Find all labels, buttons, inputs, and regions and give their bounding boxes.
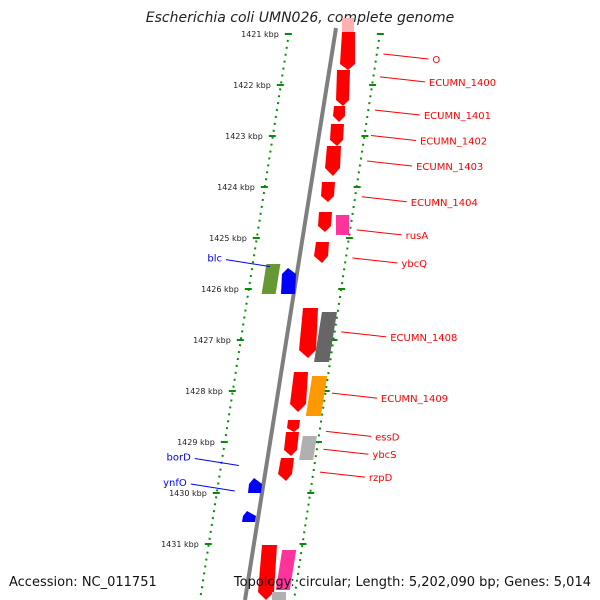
- gene-label-leader: [383, 53, 429, 60]
- gene-label[interactable]: essD: [375, 432, 400, 443]
- gene-feature-olive[interactable]: [261, 264, 281, 294]
- gene-label-leader: [352, 257, 398, 264]
- scale-tick-label: 1429 kbp: [177, 438, 215, 447]
- gene-label[interactable]: rusA: [406, 231, 429, 242]
- gene-label[interactable]: ECUMN_1400: [429, 78, 496, 89]
- scale-tick-label: 1421 kbp: [241, 30, 279, 39]
- gene-label[interactable]: blc: [207, 254, 222, 265]
- gene-feature-ECUMN_1401[interactable]: [333, 106, 345, 122]
- gene-feature-gray[interactable]: [314, 312, 337, 362]
- gene-label[interactable]: ECUMN_1409: [381, 394, 448, 405]
- gene-label-leader: [319, 471, 365, 478]
- gene-label[interactable]: rzpD: [369, 473, 393, 484]
- gene-feature-blc[interactable]: [281, 268, 296, 294]
- scale-tick-label: 1427 kbp: [193, 336, 231, 345]
- gene-label[interactable]: ECUMN_1403: [416, 162, 483, 173]
- gene-label-leader: [370, 135, 417, 142]
- gene-label-leader: [225, 259, 271, 268]
- gene-feature-ECUMN_1403[interactable]: [325, 146, 341, 176]
- gene-label[interactable]: ynfO: [163, 478, 187, 489]
- gene-label-leader: [326, 430, 372, 437]
- gene-label[interactable]: ECUMN_1404: [411, 198, 478, 209]
- gene-feature-essD[interactable]: [287, 420, 300, 432]
- gene-label[interactable]: borD: [167, 453, 192, 464]
- gene-label[interactable]: ECUMN_1401: [424, 111, 491, 122]
- gene-label-leader: [341, 331, 387, 338]
- scale-tick-label: 1425 kbp: [209, 234, 247, 243]
- gene-feature-ynfO[interactable]: [242, 511, 256, 522]
- gene-feature-ECUMN_1400[interactable]: [336, 70, 350, 106]
- accession-text: Accession: NC_011751: [9, 575, 157, 590]
- gene-label[interactable]: ECUMN_1402: [420, 137, 487, 148]
- scale-tick-label: 1426 kbp: [201, 285, 239, 294]
- gene-label-leader: [323, 448, 369, 455]
- gene-feature-bottom-red[interactable]: [258, 545, 277, 600]
- scale-tick-label: 1428 kbp: [185, 387, 223, 396]
- gene-feature-ECUMN_1408[interactable]: [299, 308, 318, 358]
- gene-feature-rusA[interactable]: [318, 212, 332, 232]
- scale-ticks: 1421 kbp 1422 kbp 1423 kbp 1424 kbp 1425 kbp…: [161, 30, 384, 549]
- gene-label-leader: [367, 160, 413, 167]
- gene-label-leader: [194, 458, 239, 466]
- gene-label-leader: [374, 109, 420, 116]
- gene-label[interactable]: O: [432, 55, 440, 66]
- gene-label-leader: [361, 196, 407, 203]
- right-tick-track: [293, 32, 381, 600]
- gene-feature-ECUMN_1402[interactable]: [330, 124, 344, 146]
- gene-label[interactable]: ECUMN_1408: [390, 333, 457, 344]
- scale-tick-label: 1431 kbp: [161, 540, 199, 549]
- scale-tick-label: 1423 kbp: [225, 132, 263, 141]
- scale-tick-label: 1424 kbp: [217, 183, 255, 192]
- gene-feature-ECUMN_1404[interactable]: [321, 182, 335, 202]
- gene-feature-light-gray[interactable]: [299, 436, 317, 460]
- gene-labels: O ECUMN_1400 ECUMN_1401 ECUMN_1402 ECUMN_140…: [163, 53, 496, 492]
- gene-feature-borD[interactable]: [248, 478, 262, 493]
- gene-feature-rzpD[interactable]: [278, 458, 294, 481]
- gene-label[interactable]: ybcS: [372, 450, 396, 461]
- gene-feature-ybcS[interactable]: [284, 432, 299, 456]
- genome-backbone: [243, 27, 338, 600]
- gene-feature-pink[interactable]: [336, 215, 349, 235]
- map-title: Escherichia coli UMN026, complete genome: [145, 10, 455, 26]
- gene-features[interactable]: [242, 32, 355, 600]
- genome-summary-text: Topology: circular; Length: 5,202,090 bp…: [233, 575, 591, 590]
- gene-feature-bottom-gray[interactable]: [272, 592, 286, 600]
- gene-label-leader: [379, 76, 425, 83]
- gene-label-leader: [331, 392, 377, 399]
- scale-tick-label: 1430 kbp: [169, 489, 207, 498]
- gene-feature-bottom-pink[interactable]: [275, 550, 297, 590]
- gene-label-leader: [356, 229, 402, 236]
- gene-feature-orange[interactable]: [305, 376, 328, 416]
- gene-feature-O[interactable]: [340, 32, 355, 70]
- gene-feature-ybcQ[interactable]: [314, 242, 329, 263]
- gene-label-leader: [190, 483, 235, 492]
- gene-feature-ECUMN_1409[interactable]: [290, 372, 308, 412]
- gene-label[interactable]: ybcQ: [401, 259, 427, 270]
- scale-tick-label: 1422 kbp: [233, 81, 271, 90]
